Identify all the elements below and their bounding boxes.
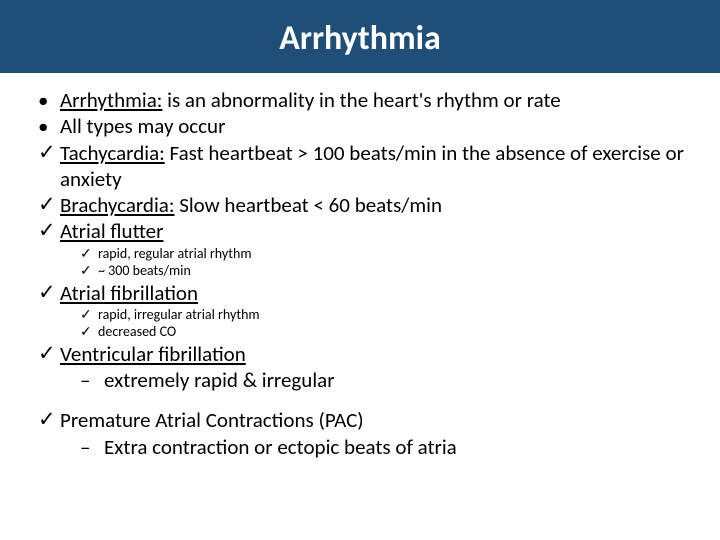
bullet-pac: ✓ Premature Atrial Contractions (PAC) — [24, 407, 696, 433]
check-icon: ✓ — [38, 218, 60, 244]
bullet-text: Atrial flutter — [60, 218, 696, 244]
check-icon: ✓ — [38, 140, 60, 166]
slide-content: • Arrhythmia: is an abnormality in the h… — [0, 73, 720, 460]
sub-bullet-text: rapid, irregular atrial rhythm — [98, 306, 696, 324]
bullet-text: Brachycardia: Slow heartbeat < 60 beats/… — [60, 192, 696, 218]
bullet-text: Ventricular fibrillation — [60, 341, 696, 367]
bullet-definition: • Arrhythmia: is an abnormality in the h… — [24, 87, 696, 113]
check-icon: ✓ — [80, 245, 98, 263]
sub-bullet: – extremely rapid & irregular — [24, 367, 696, 393]
sub-bullet: – Extra contraction or ectopic beats of … — [24, 434, 696, 460]
sub-bullet-text: ~ 300 beats/min — [98, 262, 696, 280]
dash-icon: – — [80, 367, 104, 393]
check-icon: ✓ — [80, 262, 98, 280]
sub-bullet: ✓ ~ 300 beats/min — [24, 262, 696, 280]
sub-bullet: ✓ rapid, regular atrial rhythm — [24, 245, 696, 263]
spacer — [24, 393, 696, 407]
check-icon: ✓ — [80, 323, 98, 341]
bullet-text: Premature Atrial Contractions (PAC) — [60, 407, 696, 433]
dash-icon: – — [80, 434, 104, 460]
check-icon: ✓ — [38, 341, 60, 367]
bullet-dot-icon: • — [38, 87, 60, 113]
sub-bullet-text: Extra contraction or ectopic beats of at… — [104, 434, 696, 460]
bullet-all-types: • All types may occur — [24, 113, 696, 139]
bullet-text: Atrial fibrillation — [60, 280, 696, 306]
check-icon: ✓ — [38, 280, 60, 306]
check-icon: ✓ — [38, 407, 60, 433]
sub-bullet-text: extremely rapid & irregular — [104, 367, 696, 393]
bullet-ventricular-fibrillation: ✓ Ventricular fibrillation — [24, 341, 696, 367]
bullet-dot-icon: • — [38, 113, 60, 139]
bullet-text: Tachycardia: Fast heartbeat > 100 beats/… — [60, 140, 696, 193]
sub-bullet: ✓ rapid, irregular atrial rhythm — [24, 306, 696, 324]
bullet-atrial-fibrillation: ✓ Atrial fibrillation — [24, 280, 696, 306]
sub-bullet-text: rapid, regular atrial rhythm — [98, 245, 696, 263]
sub-bullet: ✓ decreased CO — [24, 323, 696, 341]
check-icon: ✓ — [38, 192, 60, 218]
title-banner: Arrhythmia — [0, 0, 720, 73]
bullet-brachycardia: ✓ Brachycardia: Slow heartbeat < 60 beat… — [24, 192, 696, 218]
bullet-text: All types may occur — [60, 113, 696, 139]
check-icon: ✓ — [80, 306, 98, 324]
slide-title: Arrhythmia — [0, 18, 720, 59]
bullet-atrial-flutter: ✓ Atrial flutter — [24, 218, 696, 244]
bullet-tachycardia: ✓ Tachycardia: Fast heartbeat > 100 beat… — [24, 140, 696, 193]
bullet-text: Arrhythmia: is an abnormality in the hea… — [60, 87, 696, 113]
sub-bullet-text: decreased CO — [98, 323, 696, 341]
